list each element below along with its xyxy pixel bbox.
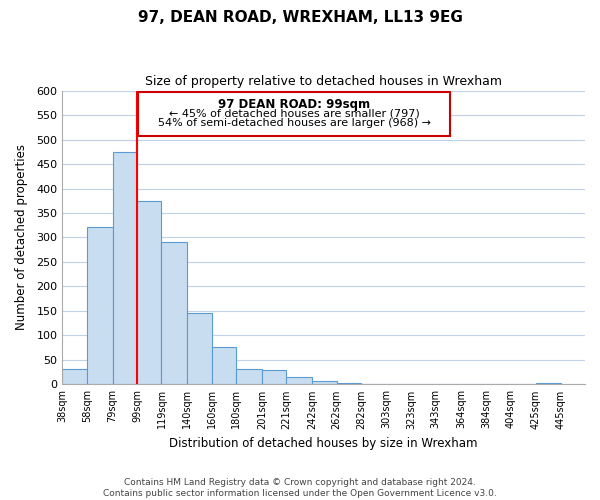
Bar — [236, 369, 262, 384]
Text: Contains HM Land Registry data © Crown copyright and database right 2024.
Contai: Contains HM Land Registry data © Crown c… — [103, 478, 497, 498]
Bar — [262, 370, 286, 384]
Text: 97 DEAN ROAD: 99sqm: 97 DEAN ROAD: 99sqm — [218, 98, 370, 111]
Bar — [187, 314, 212, 384]
Bar — [137, 201, 161, 384]
Text: 54% of semi-detached houses are larger (968) →: 54% of semi-detached houses are larger (… — [158, 118, 431, 128]
Bar — [161, 242, 187, 384]
Title: Size of property relative to detached houses in Wrexham: Size of property relative to detached ho… — [145, 75, 502, 88]
Bar — [212, 347, 236, 385]
Bar — [286, 376, 312, 384]
Bar — [87, 226, 113, 384]
X-axis label: Distribution of detached houses by size in Wrexham: Distribution of detached houses by size … — [169, 437, 478, 450]
FancyBboxPatch shape — [138, 92, 451, 136]
Y-axis label: Number of detached properties: Number of detached properties — [15, 144, 28, 330]
Bar — [312, 380, 337, 384]
Bar — [536, 383, 560, 384]
Bar — [113, 152, 137, 384]
Text: 97, DEAN ROAD, WREXHAM, LL13 9EG: 97, DEAN ROAD, WREXHAM, LL13 9EG — [137, 10, 463, 25]
Bar — [62, 369, 87, 384]
Text: ← 45% of detached houses are smaller (797): ← 45% of detached houses are smaller (79… — [169, 108, 419, 118]
